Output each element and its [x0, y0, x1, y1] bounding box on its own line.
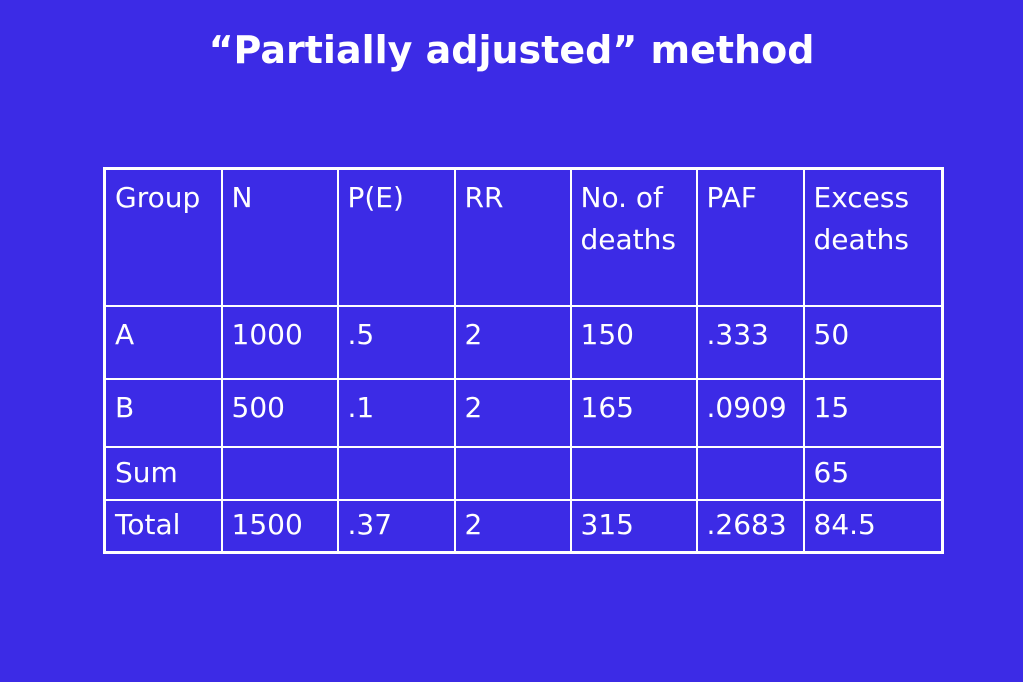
table-row: Total 1500 .37 2 315 .2683 84.5 — [103, 499, 944, 554]
header-cell-group: Group — [103, 167, 223, 307]
table-cell: 150 — [569, 305, 698, 380]
table-cell: B — [103, 378, 223, 448]
table-header-row: Group N P(E) RR No. of deaths PAF Excess… — [103, 167, 944, 307]
table-cell: 65 — [802, 446, 944, 501]
table-cell: 500 — [220, 378, 339, 448]
table-cell — [695, 446, 805, 501]
table-cell: .37 — [336, 499, 456, 554]
table-cell — [336, 446, 456, 501]
table-cell: .1 — [336, 378, 456, 448]
table-cell — [569, 446, 698, 501]
table-cell: 1000 — [220, 305, 339, 380]
slide-title: “Partially adjusted” method — [208, 28, 815, 72]
table-cell: .2683 — [695, 499, 805, 554]
data-table: Group N P(E) RR No. of deaths PAF Excess… — [103, 167, 944, 554]
header-cell-n: N — [220, 167, 339, 307]
table-cell: 50 — [802, 305, 944, 380]
table-cell: 2 — [453, 499, 572, 554]
header-cell-rr: RR — [453, 167, 572, 307]
table-cell: 15 — [802, 378, 944, 448]
table-cell: A — [103, 305, 223, 380]
table-cell: 315 — [569, 499, 698, 554]
table-cell: .0909 — [695, 378, 805, 448]
table-cell: Sum — [103, 446, 223, 501]
table-row: Sum 65 — [103, 446, 944, 501]
header-cell-paf: PAF — [695, 167, 805, 307]
table-cell: 84.5 — [802, 499, 944, 554]
table-cell: 165 — [569, 378, 698, 448]
header-cell-excess-deaths: Excess deaths — [802, 167, 944, 307]
header-cell-pe: P(E) — [336, 167, 456, 307]
table-cell: .5 — [336, 305, 456, 380]
table-row: B 500 .1 2 165 .0909 15 — [103, 378, 944, 448]
table-row: A 1000 .5 2 150 .333 50 — [103, 305, 944, 380]
table-cell: 1500 — [220, 499, 339, 554]
table-cell: 2 — [453, 378, 572, 448]
table-cell — [220, 446, 339, 501]
table-cell: Total — [103, 499, 223, 554]
table-cell: 2 — [453, 305, 572, 380]
header-cell-deaths: No. of deaths — [569, 167, 698, 307]
table-cell: .333 — [695, 305, 805, 380]
table-cell — [453, 446, 572, 501]
